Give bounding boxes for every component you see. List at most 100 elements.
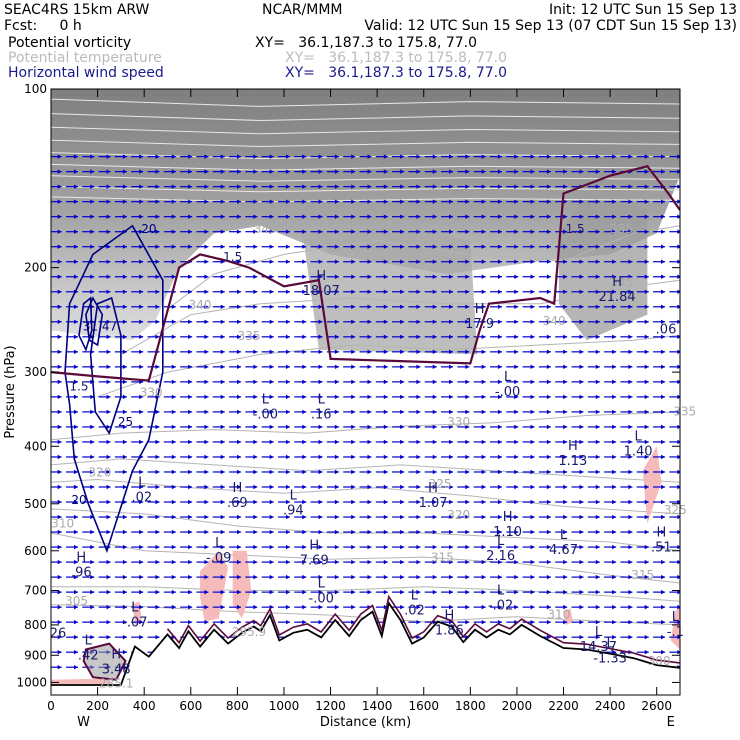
wind-arrowhead: [416, 454, 421, 460]
wind-arrowhead: [334, 349, 339, 355]
wind-arrowhead: [269, 409, 274, 415]
wind-arrowhead: [530, 469, 535, 475]
wind-arrowhead: [269, 394, 274, 400]
wind-arrowhead: [73, 244, 78, 249]
wind-arrowhead: [204, 334, 209, 340]
wind-arrowhead: [139, 424, 144, 430]
wind-arrowhead: [677, 574, 680, 580]
wind-arrowhead: [237, 514, 242, 520]
wind-arrowhead: [416, 469, 421, 475]
wind-arrowhead: [302, 484, 307, 490]
wind-arrowhead: [204, 619, 209, 625]
wind-arrowhead: [661, 289, 666, 294]
wind-arrowhead: [449, 244, 454, 249]
wind-arrowhead: [530, 349, 535, 355]
wind-arrowhead: [204, 244, 209, 249]
wind-arrowhead: [351, 244, 356, 249]
wind-arrowhead: [628, 319, 633, 325]
wind-arrowhead: [416, 154, 421, 159]
wind-arrowhead: [73, 154, 78, 159]
wind-arrowhead: [449, 514, 454, 520]
wind-arrowhead: [481, 184, 486, 189]
wind-arrowhead: [204, 199, 209, 204]
low-marker: L: [262, 393, 270, 408]
wind-arrowhead: [661, 484, 666, 490]
wind-arrowhead: [514, 574, 519, 580]
wind-arrowhead: [497, 154, 502, 159]
wind-arrowhead: [449, 229, 454, 234]
wind-arrowhead: [644, 289, 649, 294]
wind-arrowhead: [400, 544, 405, 550]
wind-arrowhead: [612, 634, 617, 640]
extremum-value: 7.69: [300, 553, 329, 568]
wind-arrowhead: [661, 529, 666, 535]
wind-arrowhead: [563, 529, 568, 535]
wind-arrowhead: [73, 319, 78, 325]
wind-arrowhead: [237, 604, 242, 610]
wind-arrowhead: [400, 304, 405, 309]
wind-arrowhead: [416, 289, 421, 294]
wind-arrowhead: [90, 409, 95, 415]
extremum-value: -.09: [206, 551, 231, 566]
wind-arrowhead: [253, 544, 258, 550]
wind-arrowhead: [73, 665, 78, 670]
wind-arrowhead: [237, 499, 242, 505]
wind-arrowhead: [204, 544, 209, 550]
wind-arrowhead: [188, 619, 193, 625]
wind-arrowhead: [416, 394, 421, 400]
wind-arrowhead: [73, 559, 78, 565]
wind-arrowhead: [383, 499, 388, 505]
high-marker: H: [316, 269, 326, 284]
wind-arrowhead: [334, 184, 339, 189]
wind-arrowhead: [383, 424, 388, 430]
wind-arrowhead: [285, 199, 290, 204]
wind-arrowhead: [628, 229, 633, 234]
wind-arrowhead: [449, 274, 454, 279]
wind-arrowhead: [351, 229, 356, 234]
wind-arrowhead: [57, 634, 62, 640]
wind-arrowhead: [334, 514, 339, 520]
wind-arrowhead: [579, 619, 584, 625]
wind-arrowhead: [579, 469, 584, 475]
extremum-value: 26: [50, 626, 67, 641]
wind-arrowhead: [449, 484, 454, 490]
wind-arrowhead: [383, 409, 388, 415]
wind-arrowhead: [546, 439, 551, 445]
wind-arrowhead: [465, 364, 470, 370]
wind-arrowhead: [449, 619, 454, 625]
wind-arrowhead: [188, 154, 193, 159]
wind-arrowhead: [204, 634, 209, 640]
wind-arrowhead: [383, 379, 388, 385]
extremum-value: 1.40: [624, 445, 653, 460]
wind-arrowhead: [155, 334, 160, 340]
terrain-line: [51, 600, 680, 686]
wind-arrowhead: [106, 499, 111, 505]
wind-arrowhead: [90, 274, 95, 279]
wind-arrowhead: [514, 199, 519, 204]
wind-arrowhead: [677, 289, 680, 294]
wind-arrowhead: [465, 604, 470, 610]
wind-arrowhead: [563, 544, 568, 550]
wind-arrowhead: [579, 529, 584, 535]
wind-arrowhead: [285, 424, 290, 430]
wind-arrowhead: [155, 304, 160, 309]
wind-arrowhead: [612, 259, 617, 264]
wind-arrowhead: [579, 289, 584, 294]
wind-arrowhead: [416, 214, 421, 219]
wind-arrowhead: [269, 364, 274, 370]
low-marker: L: [606, 637, 614, 652]
wind-arrowhead: [57, 214, 62, 219]
wind-arrowhead: [563, 409, 568, 415]
wind-arrowhead: [237, 349, 242, 355]
wind-arrowhead: [188, 574, 193, 580]
wind-arrowhead: [563, 274, 568, 279]
wind-arrowhead: [139, 304, 144, 309]
wind-arrowhead: [351, 394, 356, 400]
wind-arrowhead: [465, 334, 470, 340]
wind-arrowhead: [449, 154, 454, 159]
wind-arrowhead: [285, 529, 290, 535]
wind-arrowhead: [302, 379, 307, 385]
wind-arrowhead: [318, 364, 323, 370]
high-marker: H: [475, 302, 485, 317]
wind-arrowhead: [155, 469, 160, 475]
